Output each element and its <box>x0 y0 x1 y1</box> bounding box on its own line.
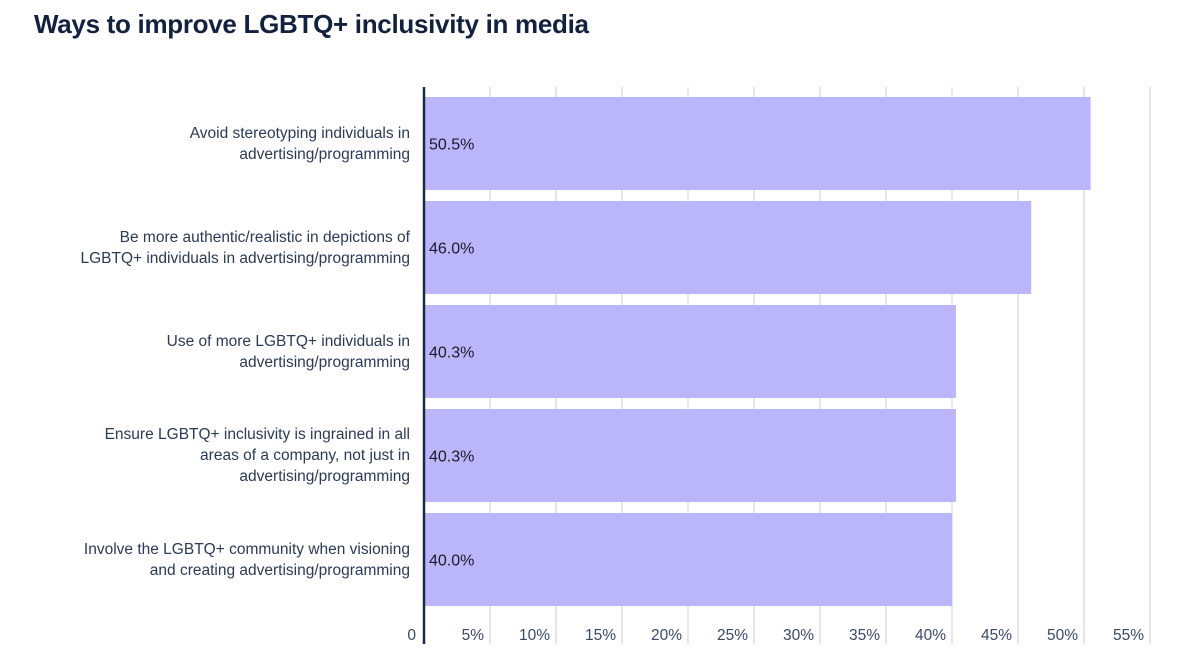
chart-title: Ways to improve LGBTQ+ inclusivity in me… <box>34 9 589 39</box>
category-label: Be more authentic/realistic in depiction… <box>0 227 410 269</box>
category-label: Use of more LGBTQ+ individuals in adverti… <box>0 331 410 373</box>
category-label: Avoid stereotyping individuals in adverti… <box>0 123 410 165</box>
category-label-line: areas of a company, not just in <box>200 447 410 464</box>
category-label-line: Ensure LGBTQ+ inclusivity is ingrained i… <box>104 426 410 443</box>
x-tick-label: 25% <box>717 627 748 644</box>
category-label-line: LGBTQ+ individuals in advertising/progra… <box>80 249 410 267</box>
bar <box>424 409 956 502</box>
bars: 50.5% 46.0% 40.3% 40.3% 40.0% <box>424 97 1091 606</box>
bar <box>424 305 956 398</box>
category-label-line: advertising/programming <box>239 353 410 371</box>
x-tick-label: 0 <box>407 627 416 644</box>
data-label: 40.3% <box>429 345 474 362</box>
x-axis: 0 5% 10% 15% 20% 25% 30% 35% 40% 45% 50% 55% <box>407 87 1144 644</box>
bar <box>424 97 1091 190</box>
x-tick-label: 30% <box>783 627 814 644</box>
category-label-line: Involve the LGBTQ+ community when vision… <box>83 540 410 558</box>
category-label-line: Use of more LGBTQ+ individuals in <box>166 332 410 350</box>
bar <box>424 513 952 606</box>
category-label-line: advertising/programming <box>239 145 410 163</box>
category-label: Involve the LGBTQ+ community when vision… <box>0 539 410 581</box>
data-label: 50.5% <box>429 137 474 154</box>
data-label: 40.0% <box>429 553 474 570</box>
x-tick-label: 5% <box>462 627 485 644</box>
category-label-line: Be more authentic/realistic in depiction… <box>119 228 410 246</box>
x-tick-label: 45% <box>981 627 1012 644</box>
category-label-line: advertising/programming <box>239 468 410 485</box>
category-label-line: Avoid stereotyping individuals in <box>189 124 410 142</box>
category-label-line: and creating advertising/programming <box>149 561 410 579</box>
x-tick-label: 40% <box>915 627 946 644</box>
x-tick-label: 50% <box>1047 627 1078 644</box>
category-label: Ensure LGBTQ+ inclusivity is ingrained i… <box>0 424 410 487</box>
x-tick-label: 55% <box>1113 627 1144 644</box>
data-label: 46.0% <box>429 241 474 258</box>
x-tick-label: 35% <box>849 627 880 644</box>
data-label: 40.3% <box>429 449 474 466</box>
x-tick-label: 15% <box>585 627 616 644</box>
bar <box>424 201 1032 294</box>
x-tick-label: 20% <box>651 627 682 644</box>
x-tick-label: 10% <box>519 627 550 644</box>
